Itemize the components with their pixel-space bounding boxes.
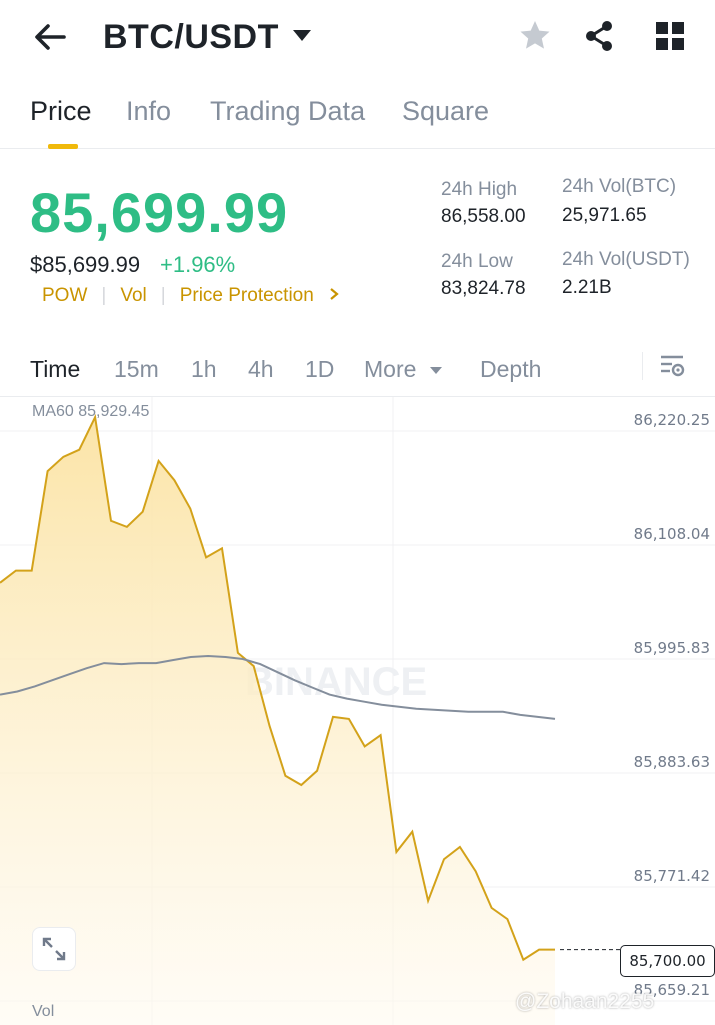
caret-down-icon xyxy=(429,366,442,374)
interval-1d[interactable]: 1D xyxy=(305,356,335,382)
y-tick-label: 85,883.63 xyxy=(634,753,710,771)
binance-watermark: BINANCE xyxy=(245,660,427,704)
tag-pow[interactable]: POW xyxy=(42,285,88,306)
tab-square[interactable]: Square xyxy=(402,96,490,126)
interval-time[interactable]: Time xyxy=(30,356,81,382)
interval-1h[interactable]: 1h xyxy=(191,356,217,382)
tab-trading-data[interactable]: Trading Data xyxy=(210,96,366,126)
volume-label: Vol xyxy=(32,1003,55,1020)
stat-24h-vol-usdt-label: 24h Vol(USDT) xyxy=(562,249,690,270)
grid-icon[interactable] xyxy=(652,18,688,54)
price-line xyxy=(0,413,555,962)
expand-icon[interactable] xyxy=(32,927,76,971)
section-tabs: Price Info Trading Data Square xyxy=(0,90,715,149)
last-price: 85,699.99 xyxy=(30,181,289,244)
ma60-line xyxy=(0,654,556,720)
current-price-marker: 85,700.00 xyxy=(620,945,715,977)
stat-24h-vol-btc-label: 24h Vol(BTC) xyxy=(562,176,677,197)
chevron-right-icon[interactable] xyxy=(329,285,339,306)
stat-24h-low-value: 83,824.78 xyxy=(441,278,526,299)
price-area-fill xyxy=(0,417,555,1025)
stat-24h-high-value: 86,558.00 xyxy=(441,206,526,227)
interval-more-label: More xyxy=(364,356,417,382)
ma60-label: MA60 85,929.45 xyxy=(32,403,150,420)
chart-settings-icon[interactable] xyxy=(658,352,686,386)
tab-info[interactable]: Info xyxy=(126,96,172,126)
user-watermark: @Zohaan2255 xyxy=(515,990,655,1013)
interval-more[interactable]: More xyxy=(364,356,443,383)
stat-24h-vol-usdt-value: 2.21B xyxy=(562,277,612,298)
trading-pair-title[interactable]: BTC/USDT xyxy=(103,18,279,56)
arrow-left-icon[interactable] xyxy=(30,18,70,58)
stat-24h-low-label: 24h Low xyxy=(441,251,513,272)
tag-divider: | xyxy=(160,285,166,306)
tag-vol[interactable]: Vol xyxy=(120,285,147,306)
active-tab-indicator xyxy=(48,144,78,149)
price-area-chart[interactable]: BINANCE 86,220.25 86,108.04 85,995.83 85,88… xyxy=(0,397,715,1025)
tag-divider: | xyxy=(101,285,107,306)
y-tick-label: 86,108.04 xyxy=(634,525,710,543)
y-tick-label: 85,995.83 xyxy=(634,639,710,657)
tag-row: POW | Vol | Price Protection xyxy=(42,285,339,307)
interval-15m[interactable]: 15m xyxy=(114,356,159,382)
y-tick-label: 85,659.21 xyxy=(634,981,710,999)
usd-price: $85,699.99 xyxy=(30,252,141,277)
share-icon[interactable] xyxy=(581,18,617,54)
stat-24h-vol-btc-value: 25,971.65 xyxy=(562,205,647,226)
interval-bar: Time 15m 1h 4h 1D More Depth xyxy=(0,340,715,397)
stat-24h-high-label: 24h High xyxy=(441,179,518,200)
interval-4h[interactable]: 4h xyxy=(248,356,274,382)
tab-price[interactable]: Price xyxy=(30,96,92,126)
divider xyxy=(642,352,643,380)
caret-down-icon[interactable] xyxy=(290,24,314,48)
top-bar: BTC/USDT xyxy=(0,0,715,80)
tag-price-protection[interactable]: Price Protection xyxy=(179,285,314,306)
y-tick-label: 86,220.25 xyxy=(634,411,710,429)
star-icon[interactable] xyxy=(517,18,553,54)
price-change-percent: +1.96% xyxy=(160,252,236,277)
interval-depth[interactable]: Depth xyxy=(480,356,542,382)
y-tick-label: 85,771.42 xyxy=(634,867,710,885)
